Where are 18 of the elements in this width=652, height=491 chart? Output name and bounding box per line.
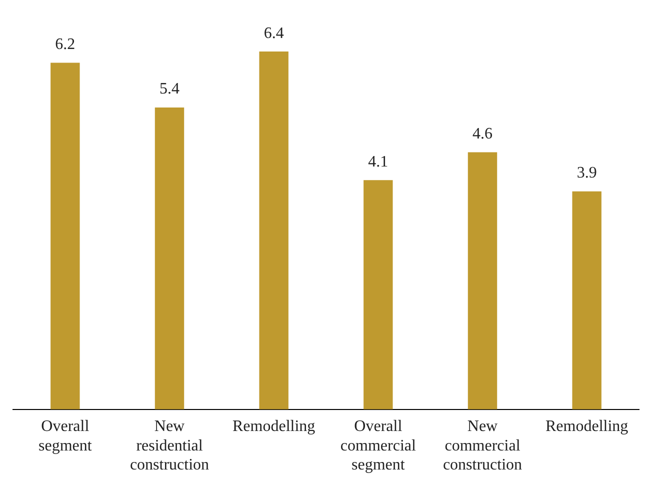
bar: [364, 180, 393, 410]
bar: [259, 52, 288, 410]
data-label: 6.2: [55, 36, 76, 53]
x-tick-label: Remodelling: [546, 418, 628, 436]
data-label: 6.4: [264, 24, 284, 42]
data-label: 4.6: [472, 125, 492, 142]
bar: [572, 191, 602, 410]
data-label: 4.1: [368, 153, 388, 170]
bar: [154, 107, 184, 410]
x-tick-label: Remodelling: [232, 418, 316, 436]
bar: [468, 152, 498, 410]
bar: [50, 62, 80, 410]
x-tick-label: Overall segment: [38, 418, 92, 454]
x-tick-label: New commercial construction: [442, 418, 522, 474]
x-tick-label: Overall commercial segment: [340, 418, 416, 474]
data-label: 3.9: [576, 164, 597, 182]
x-tick-label: New residential construction: [130, 418, 210, 474]
data-label: 5.4: [160, 80, 180, 98]
